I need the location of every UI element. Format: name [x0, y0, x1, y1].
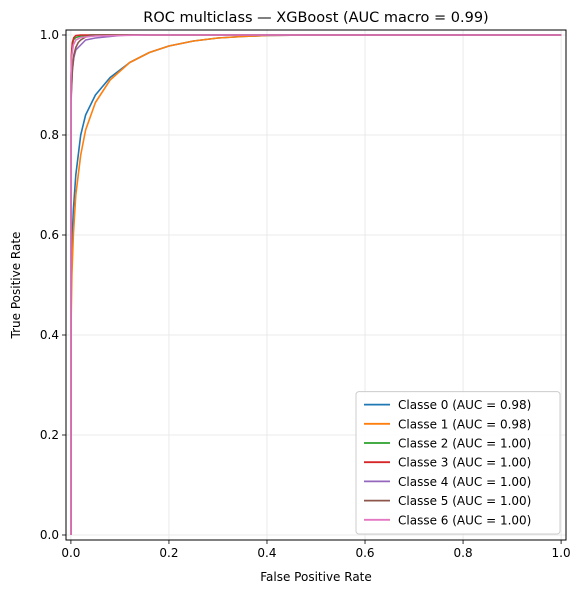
legend-box	[355, 391, 561, 535]
chart-title: ROC multiclass — XGBoost (AUC macro = 0.…	[143, 10, 488, 26]
legend-label: Classe 6 (AUC = 1.00)	[398, 513, 531, 527]
plot-frame	[65, 29, 567, 541]
legend-label: Classe 2 (AUC = 1.00)	[398, 437, 531, 451]
x-tick-label: 1.0	[552, 546, 571, 560]
y-tick-label: 0.6	[40, 228, 59, 242]
x-tick-label: 0.6	[355, 546, 374, 560]
legend-label: Classe 5 (AUC = 1.00)	[398, 494, 531, 508]
y-tick-label: 0.4	[40, 328, 59, 342]
axis-ticks: 0.0 0.2 0.4 0.6 0.8 1.0 0.0 0.2 0.4 0.6 0.8 1.0	[40, 28, 571, 560]
x-tick-label: 0.8	[454, 546, 473, 560]
y-axis-label: True Positive Rate	[9, 232, 23, 340]
y-tick-label: 0.0	[40, 528, 59, 542]
y-tick-label: 0.2	[40, 428, 59, 442]
legend-label: Classe 0 (AUC = 0.98)	[398, 398, 531, 412]
x-tick-label: 0.0	[61, 546, 80, 560]
plot-lines	[70, 34, 562, 535]
y-tick-label: 0.8	[40, 128, 59, 142]
legend-label: Classe 3 (AUC = 1.00)	[398, 456, 531, 470]
x-axis-label: False Positive Rate	[260, 570, 372, 584]
x-tick-label: 0.4	[257, 546, 276, 560]
y-tick-label: 1.0	[40, 28, 59, 42]
legend-label: Classe 4 (AUC = 1.00)	[398, 475, 531, 489]
x-tick-label: 0.2	[159, 546, 178, 560]
legend-label: Classe 1 (AUC = 0.98)	[398, 417, 531, 431]
legend: Classe 0 (AUC = 0.98) Classe 1 (AUC = 0.9…	[355, 391, 561, 535]
series-line-6	[70, 34, 562, 535]
